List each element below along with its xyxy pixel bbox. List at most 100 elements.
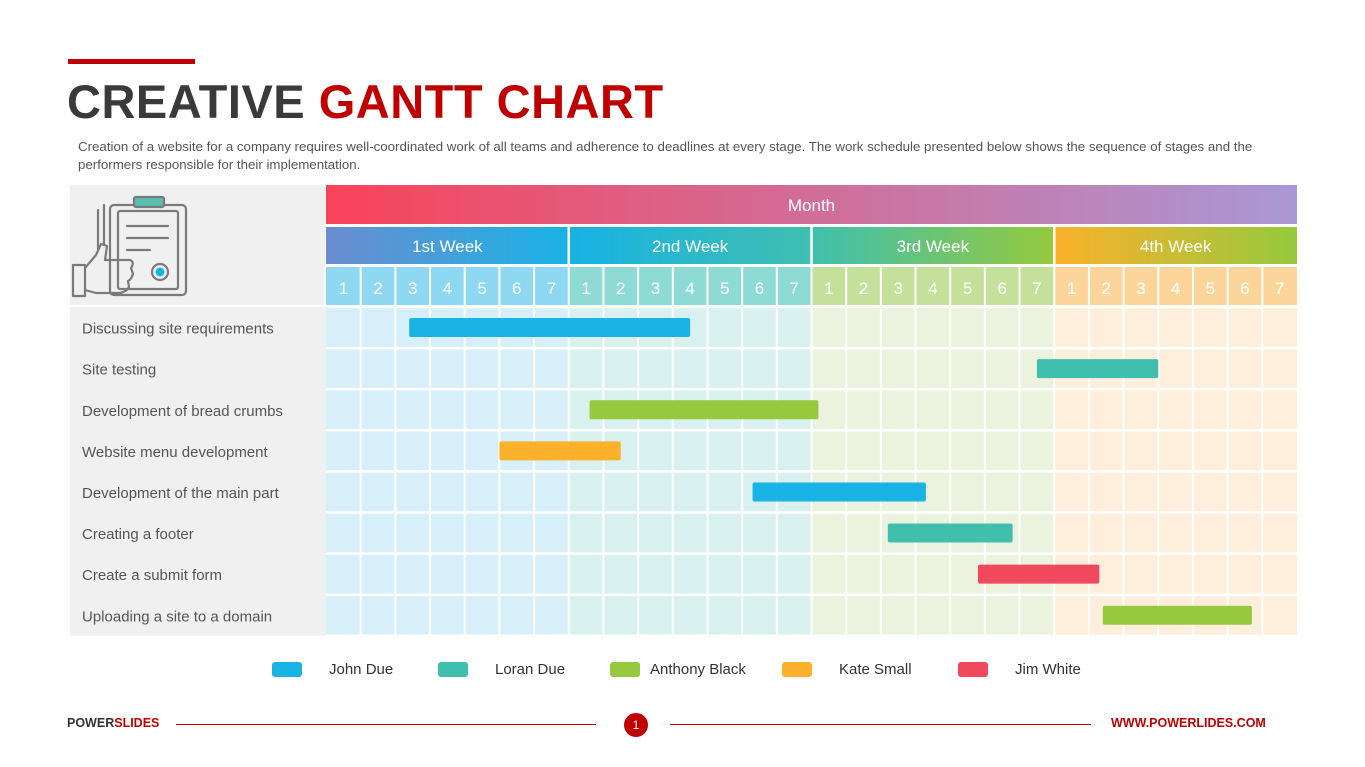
- task-bar: [752, 482, 926, 502]
- day-label: 7: [1275, 279, 1284, 298]
- day-label: 3: [1136, 279, 1145, 298]
- week-header-label-3: 3rd Week: [897, 237, 970, 256]
- day-label: 6: [1240, 279, 1249, 298]
- task-bars: [409, 318, 1252, 625]
- day-label: 1: [339, 279, 348, 298]
- day-label: 1: [824, 279, 833, 298]
- title-accent-bar: [68, 59, 195, 64]
- day-cell: [915, 267, 951, 305]
- task-labels: Discussing site requirements Site testing…: [70, 307, 326, 636]
- task-label: Website menu development: [82, 444, 268, 461]
- legend-label: Kate Small: [839, 661, 912, 678]
- gantt-header: Month 1st Week 1 2 3 4 5 6 7 2nd Week 1 2 3 4 5 6 7 3rd W…: [326, 185, 1297, 305]
- day-label: 3: [893, 279, 902, 298]
- day-cell: [1088, 267, 1124, 305]
- day-cell: [742, 267, 777, 305]
- task-label: Uploading a site to a domain: [82, 608, 272, 625]
- day-cell: [603, 267, 639, 305]
- gantt-icon-panel: [70, 185, 325, 305]
- day-cell: [984, 267, 1020, 305]
- day-cell: [672, 267, 708, 305]
- task-label: Site testing: [82, 362, 156, 379]
- task-label: Development of bread crumbs: [82, 403, 283, 420]
- day-cell: [846, 267, 881, 305]
- week-header-label-2: 2nd Week: [652, 237, 729, 256]
- page-number-badge: 1: [624, 713, 648, 737]
- day-cell: [1123, 267, 1159, 305]
- day-label: 7: [1032, 279, 1041, 298]
- day-label: 1: [581, 279, 590, 298]
- legend-swatch: [272, 662, 302, 677]
- footer-brand-part-2: SLIDES: [114, 716, 160, 730]
- day-label: 3: [408, 279, 417, 298]
- day-cell: [638, 267, 673, 305]
- footer-divider-right: [670, 724, 1091, 725]
- day-label: 1: [1067, 279, 1076, 298]
- day-label: 4: [1171, 279, 1180, 298]
- day-cell: [326, 267, 361, 305]
- day-cell: [534, 267, 569, 305]
- task-bar: [1102, 605, 1252, 625]
- day-cell: [880, 267, 916, 305]
- task-label: Development of the main part: [82, 485, 280, 502]
- day-label: 6: [997, 279, 1006, 298]
- task-bar: [887, 523, 1013, 543]
- title-part-2: GANTT CHART: [318, 75, 664, 128]
- slide-title: CREATIVE GANTT CHART: [67, 74, 664, 130]
- task-label-cell: [70, 307, 326, 349]
- legend-swatch: [610, 662, 640, 677]
- day-cell: [707, 267, 743, 305]
- task-label: Create a submit form: [82, 567, 222, 584]
- task-label-cell: [70, 512, 326, 554]
- day-label: 5: [963, 279, 972, 298]
- day-label: 2: [1102, 279, 1111, 298]
- title-part-1: CREATIVE: [67, 75, 306, 128]
- legend-label: Anthony Black: [650, 661, 746, 678]
- week-header-2: [568, 227, 812, 264]
- legend-swatch: [782, 662, 812, 677]
- month-header-label: Month: [788, 196, 835, 215]
- legend-label: John Due: [329, 661, 394, 678]
- footer-url: WWW.POWERLIDES.COM: [1111, 716, 1266, 730]
- day-label: 4: [928, 279, 937, 298]
- footer-brand-part-1: POWER: [67, 716, 115, 730]
- task-label-cell: [70, 471, 326, 513]
- day-label: 6: [512, 279, 521, 298]
- week-header-1: [326, 227, 569, 264]
- task-label: Discussing site requirements: [82, 321, 274, 338]
- day-cell: [1019, 267, 1055, 305]
- day-label: 2: [859, 279, 868, 298]
- day-label: 5: [477, 279, 486, 298]
- day-cell: [1262, 267, 1297, 305]
- day-label: 6: [755, 279, 764, 298]
- footer-brand: POWERSLIDES: [67, 716, 159, 730]
- day-cell: [464, 267, 500, 305]
- day-label: 5: [720, 279, 729, 298]
- week-header-label-1: 1st Week: [412, 237, 483, 256]
- week-header-4: [1054, 227, 1297, 264]
- task-bar: [977, 564, 1100, 584]
- day-label: 3: [651, 279, 660, 298]
- day-cell: [395, 267, 431, 305]
- day-cell: [1227, 267, 1263, 305]
- task-label-cell: [70, 348, 326, 390]
- task-label-cell: [70, 553, 326, 595]
- day-cell: [430, 267, 465, 305]
- task-label-cell: [70, 430, 326, 472]
- day-cell: [811, 267, 847, 305]
- day-cell: [950, 267, 985, 305]
- day-cell: [568, 267, 604, 305]
- month-header-bar: [326, 185, 1297, 224]
- task-bar: [1036, 359, 1159, 379]
- task-bar: [589, 400, 819, 420]
- day-cell: [1158, 267, 1193, 305]
- day-label: 4: [443, 279, 452, 298]
- clipboard-thumbs-up-icon: [71, 195, 188, 298]
- week-header-3: [811, 227, 1055, 264]
- week-header-label-4: 4th Week: [1140, 237, 1212, 256]
- task-label-cell: [70, 389, 326, 431]
- task-bar: [499, 441, 621, 461]
- day-cell: [360, 267, 396, 305]
- day-cell: [1192, 267, 1228, 305]
